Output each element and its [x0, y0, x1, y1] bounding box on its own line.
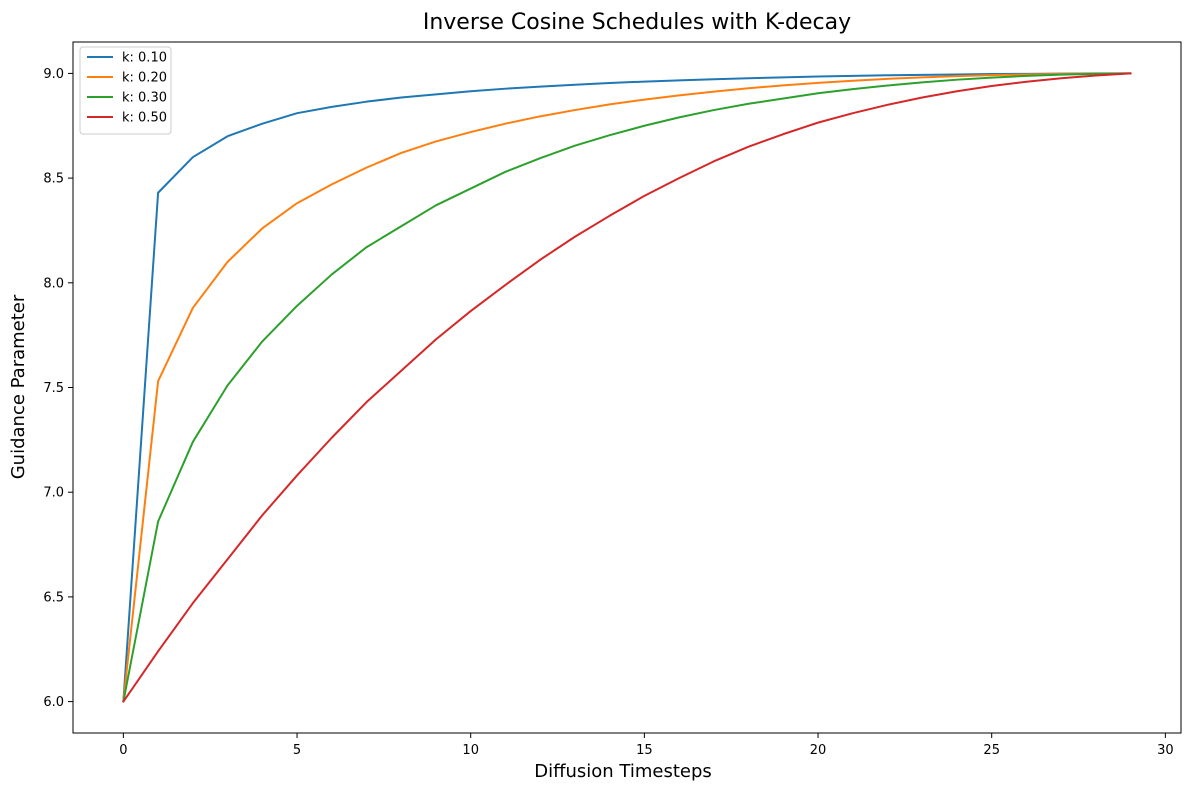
x-axis-ticks: 0 5 10 15 20 25 30	[119, 733, 1174, 758]
legend-label: k: 0.50	[122, 111, 167, 126]
x-axis-title: Diffusion Timesteps	[534, 761, 712, 782]
plot-area	[72, 41, 1182, 734]
chart-title: Inverse Cosine Schedules with K-decay	[423, 10, 851, 35]
x-tick-label: 15	[636, 743, 653, 758]
x-tick-label: 30	[1157, 743, 1174, 758]
x-tick-label: 10	[462, 743, 479, 758]
series-lines	[122, 72, 1132, 703]
series-line-3	[122, 72, 1132, 703]
y-tick-label: 9.0	[43, 67, 64, 82]
series-line-1	[122, 72, 1132, 703]
y-tick-label: 8.5	[43, 172, 64, 187]
legend-label: k: 0.10	[122, 51, 167, 66]
legend-label: k: 0.20	[122, 71, 167, 86]
y-tick-label: 6.0	[43, 695, 64, 710]
y-tick-label: 7.0	[43, 486, 64, 501]
y-tick-label: 6.5	[43, 590, 64, 605]
x-tick-label: 20	[810, 743, 827, 758]
series-line-2	[122, 72, 1132, 703]
legend-label: k: 0.30	[122, 91, 167, 106]
legend-box	[79, 46, 172, 135]
x-tick-label: 5	[293, 743, 301, 758]
legend: k: 0.10 k: 0.20 k: 0.30 k: 0.50	[79, 46, 172, 135]
y-axis-ticks: 6.0 6.5 7.0 7.5 8.0 8.5 9.0	[43, 67, 73, 710]
x-tick-label: 0	[119, 743, 127, 758]
y-axis-title: Guidance Parameter	[8, 294, 29, 479]
x-tick-label: 25	[983, 743, 1000, 758]
series-line-4	[122, 72, 1132, 703]
y-tick-label: 7.5	[43, 381, 64, 396]
y-tick-label: 8.0	[43, 276, 64, 291]
